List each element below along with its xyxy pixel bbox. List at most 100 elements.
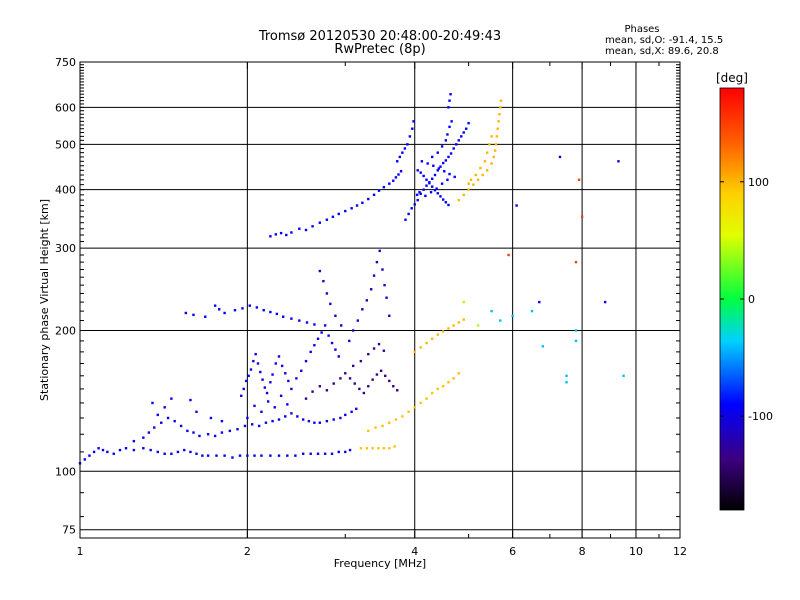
data-point <box>344 372 347 375</box>
data-point <box>195 452 198 455</box>
data-point <box>474 173 477 177</box>
data-point <box>337 355 340 358</box>
data-point <box>271 419 274 423</box>
data-point <box>132 448 136 452</box>
data-point <box>300 369 303 372</box>
data-point <box>541 345 545 348</box>
data-point <box>183 448 186 452</box>
data-point <box>430 391 434 395</box>
data-point <box>253 454 256 457</box>
data-point <box>455 143 458 146</box>
data-point <box>449 93 452 96</box>
data-point <box>408 135 412 138</box>
data-point <box>253 404 256 408</box>
data-point <box>430 185 434 188</box>
data-point <box>412 120 415 123</box>
data-point <box>617 160 620 163</box>
data-point <box>476 178 480 181</box>
data-point <box>375 260 379 264</box>
data-point <box>565 381 568 384</box>
grid-lines <box>80 62 680 538</box>
data-point <box>318 385 322 388</box>
data-point <box>301 452 305 455</box>
data-point <box>318 421 322 424</box>
data-point <box>247 374 250 378</box>
data-point <box>419 346 422 349</box>
data-point <box>318 221 322 224</box>
data-point <box>249 368 253 371</box>
data-point <box>372 347 376 350</box>
data-point <box>377 447 380 450</box>
data-point <box>263 386 267 389</box>
data-point <box>348 448 352 452</box>
data-point <box>316 452 320 455</box>
x-axis-label: Frequency [MHz] <box>334 557 426 570</box>
data-point <box>142 436 145 439</box>
data-point <box>435 187 438 190</box>
data-point <box>460 135 463 138</box>
data-point <box>320 331 323 334</box>
data-point <box>432 164 435 167</box>
data-point <box>277 454 281 457</box>
data-point <box>344 209 347 213</box>
data-point <box>392 179 395 182</box>
colorbar-tick-label: 100 <box>748 176 769 189</box>
data-point <box>269 381 272 384</box>
data-point <box>384 374 387 378</box>
data-point <box>348 377 352 380</box>
data-point <box>422 188 425 191</box>
data-point <box>381 424 384 428</box>
data-point <box>493 149 497 152</box>
phases-legend-heading: Phases <box>624 24 659 35</box>
data-point <box>538 300 541 304</box>
data-point <box>396 160 399 163</box>
data-point <box>351 364 355 368</box>
data-point <box>467 188 470 191</box>
data-point <box>184 311 188 315</box>
data-point <box>490 135 493 138</box>
data-point <box>246 416 249 420</box>
data-point <box>441 161 445 165</box>
data-point <box>494 143 498 146</box>
data-point <box>425 184 428 187</box>
data-point <box>323 452 327 455</box>
data-point <box>209 416 213 420</box>
data-point <box>439 195 442 198</box>
data-point <box>418 191 421 194</box>
data-point <box>265 391 269 395</box>
data-point <box>413 350 416 354</box>
data-point <box>313 323 316 326</box>
data-point <box>426 162 429 165</box>
data-point <box>313 421 316 424</box>
y-tick-label: 600 <box>55 101 76 114</box>
data-point <box>439 165 442 168</box>
data-point <box>246 454 249 457</box>
data-point <box>392 385 395 388</box>
data-point <box>88 454 91 457</box>
y-tick-label: 200 <box>55 324 76 337</box>
data-point <box>419 171 422 174</box>
data-point <box>307 419 311 423</box>
data-point <box>385 296 388 299</box>
data-point <box>186 429 189 433</box>
data-point <box>511 314 514 317</box>
plot-frame <box>79 61 681 539</box>
data-point <box>220 419 224 423</box>
data-point <box>311 225 314 228</box>
data-point <box>479 166 482 170</box>
data-point <box>277 355 281 358</box>
data-point <box>198 434 201 438</box>
data-point <box>344 450 347 454</box>
data-point <box>340 324 343 327</box>
data-point <box>404 218 407 221</box>
data-point <box>422 174 425 178</box>
data-point <box>397 173 400 176</box>
data-point <box>166 416 170 420</box>
data-point <box>244 379 248 383</box>
data-point <box>275 312 279 316</box>
data-point <box>92 450 96 454</box>
data-point <box>558 155 562 159</box>
data-point <box>447 381 450 384</box>
data-point <box>499 319 502 322</box>
data-point <box>260 410 263 414</box>
